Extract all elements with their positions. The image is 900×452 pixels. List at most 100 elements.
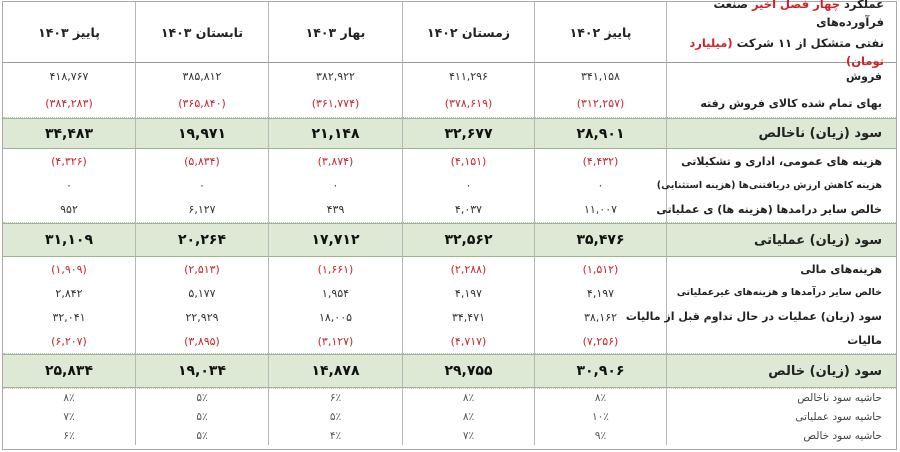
value-cell: (۵,۸۳۴) ۰ ۶,۱۲۷: [135, 149, 268, 223]
row-label-cell: سود (زیان) ناخالص: [666, 118, 896, 149]
cell-value: (۱,۶۶۱): [317, 262, 354, 276]
cell-value: ۷٪: [462, 429, 475, 442]
cell-value: ۳۸۵,۸۱۲: [182, 70, 222, 83]
cell-value: (۳,۱۲۷): [317, 334, 354, 348]
row-label: سود (زیان) عملیات در حال تداوم قبل از ما…: [625, 309, 882, 323]
cell-value: ۸٪: [594, 392, 607, 405]
cell-value: ۲۱,۱۴۸: [311, 125, 360, 142]
row-label-cell: حاشیه سود ناخالص حاشیه سود عملیاتی حاشیه س…: [666, 388, 896, 445]
value-cell: (۴,۳۲۶) ۰ ۹۵۲: [3, 149, 135, 223]
cell-value: ۳۴,۴۷۱: [451, 310, 486, 324]
cell-value: (۴,۷۱۷): [450, 334, 487, 348]
value-cell: (۱,۹۰۹) ۲,۸۴۲ ۳۲,۰۴۱ (۶,۲۰۷): [3, 257, 135, 354]
cell-value: ۴٪: [329, 429, 342, 442]
value-cell: ۳۴,۴۸۳: [3, 118, 135, 149]
row-label-cell: سود (زیان) عملیاتی: [666, 223, 896, 257]
cell-value: ۲,۸۴۲: [55, 286, 83, 300]
value-cell: ۱۹,۹۷۱: [135, 118, 268, 149]
cell-value: ۲۹,۷۵۵: [444, 363, 493, 379]
cell-value: (۳۷۸,۶۱۹): [444, 97, 493, 110]
cell-value: ۰: [199, 178, 205, 192]
cell-value: ۵٪: [196, 429, 208, 442]
value-cell: (۳,۸۷۴) ۰ ۴۳۹: [268, 149, 402, 223]
cell-value: ۰: [465, 178, 472, 192]
cell-value: ۸٪: [462, 410, 475, 423]
value-cell: ۳۱,۱۰۹: [3, 223, 135, 257]
cell-value: ۵٪: [196, 392, 208, 405]
cell-value: ۳۸,۱۶۲: [583, 310, 618, 324]
cell-value: ۴۱۱,۲۹۶: [449, 70, 488, 83]
value-cell: (۴,۱۵۱) ۰ ۴,۰۳۷: [402, 149, 534, 223]
title-line-1: عملکرد چهار فصل اخیر صنعت فرآورده‌های: [713, 0, 884, 29]
value-cell: ۲۵,۸۳۴: [3, 354, 135, 388]
value-cell: ۳۲,۶۷۷: [402, 118, 534, 149]
value-cell: (۱,۵۱۲) ۴,۱۹۷ ۳۸,۱۶۲ (۷,۲۵۶): [534, 257, 666, 354]
cell-value: ۳۸۲,۹۲۲: [316, 70, 355, 83]
cell-value: ۱,۹۵۴: [321, 286, 350, 300]
table-title: عملکرد چهار فصل اخیر صنعت فرآورده‌های نف…: [666, 0, 896, 68]
cell-value: (۱,۵۱۲): [582, 262, 619, 276]
cell-value: ۸٪: [462, 392, 475, 405]
value-cell: (۲,۲۸۸) ۴,۱۹۷ ۳۴,۴۷۱ (۴,۷۱۷): [402, 257, 534, 354]
column-header: تابستان ۱۴۰۳: [135, 2, 268, 63]
row-label-cell: سود (زیان) خالص: [666, 354, 896, 388]
cell-value: ۲۲,۹۲۹: [185, 310, 219, 324]
row-label: هزینه‌های مالی: [800, 262, 882, 276]
value-cell: ۳۲,۵۶۲: [402, 223, 534, 257]
cell-value: ۳۵,۴۷۶: [576, 232, 625, 248]
cell-value: ۴۱۸,۷۶۷: [49, 70, 89, 83]
cell-value: ۱۴,۸۷۸: [311, 363, 360, 379]
value-cell: ۴۱۸,۷۶۷ (۳۸۴,۲۸۳): [3, 63, 135, 118]
cell-value: ۸٪: [63, 392, 75, 405]
value-cell: ۸٪ ۷٪ ۶٪: [3, 388, 135, 445]
cell-value: (۵,۸۳۴): [184, 154, 220, 168]
cell-value: ۳۱,۱۰۹: [44, 232, 94, 248]
cell-value: ۹٪: [594, 429, 607, 442]
cell-value: (۳۶۵,۸۴۰): [178, 97, 226, 110]
cell-value: ۱۹,۹۷۱: [177, 125, 227, 142]
row-label: هزینه های عمومی، اداری و تشکیلاتی: [681, 155, 882, 168]
cell-value: ۰: [597, 178, 604, 192]
cell-value: ۴,۱۹۷: [454, 286, 483, 300]
cell-value: ۱۹,۰۳۴: [177, 363, 227, 379]
value-cell: ۲۸,۹۰۱: [534, 118, 666, 149]
cell-value: ۶,۱۲۷: [188, 203, 216, 217]
cell-value: (۳۱۲,۲۵۷): [576, 97, 625, 110]
cell-value: (۳۸۴,۲۸۳): [45, 97, 93, 110]
row-label-cell: هزینه های عمومی، اداری و تشکیلاتی هزینه ک…: [656, 149, 896, 223]
row-label: حاشیه سود خالص: [803, 429, 882, 442]
cell-value: ۵٪: [196, 410, 208, 423]
value-cell: ۳۸۵,۸۱۲ (۳۶۵,۸۴۰): [135, 63, 268, 118]
value-cell: ۱۴,۸۷۸: [268, 354, 402, 388]
value-cell: ۱۷,۷۱۲: [268, 223, 402, 257]
value-cell: ۸٪ ۱۰٪ ۹٪: [534, 388, 666, 445]
cell-value: ۱۸,۰۰۵: [318, 310, 353, 324]
cell-value: ۲۰,۲۶۴: [177, 232, 227, 248]
row-label: خالص سایر درامدها (هزینه ها) ی عملیاتی: [656, 203, 882, 216]
cell-value: ۰: [332, 178, 339, 192]
cell-value: ۳۲,۰۴۱: [52, 310, 86, 324]
cell-value: ۵٪: [329, 410, 342, 423]
cell-value: ۴,۱۹۷: [586, 286, 615, 300]
row-label: بهای تمام شده کالای فروش رفته: [700, 97, 882, 110]
row-label: مالیات: [847, 334, 882, 348]
column-header: پاییز ۱۴۰۳: [3, 2, 135, 63]
cell-value: ۶٪: [63, 429, 75, 442]
title-line-2: نفتی متشکل از ۱۱ شرکت (میلیارد تومان): [689, 35, 884, 68]
cell-value: (۴,۱۵۱): [450, 154, 487, 168]
cell-value: ۶٪: [329, 392, 342, 405]
value-cell: ۳۸۲,۹۲۲ (۳۶۱,۷۷۴): [268, 63, 402, 118]
cell-value: ۱۷,۷۱۲: [311, 232, 360, 248]
cell-value: (۲,۵۱۳): [184, 262, 220, 276]
cell-value: (۲,۲۸۸): [450, 262, 487, 276]
value-cell: ۸٪ ۸٪ ۷٪: [402, 388, 534, 445]
row-label: سود (زیان) ناخالص: [758, 126, 882, 141]
cell-value: ۹۵۲: [60, 203, 78, 217]
cell-value: ۰: [66, 178, 72, 192]
cell-value: ۳۲,۶۷۷: [444, 125, 493, 142]
cell-value: ۱۱,۰۰۷: [583, 203, 618, 217]
cell-value: ۱۰٪: [592, 410, 609, 423]
cell-value: (۴,۴۳۲): [582, 154, 619, 168]
row-label: حاشیه سود ناخالص: [797, 392, 882, 405]
cell-value: (۷,۲۵۶): [582, 334, 619, 348]
